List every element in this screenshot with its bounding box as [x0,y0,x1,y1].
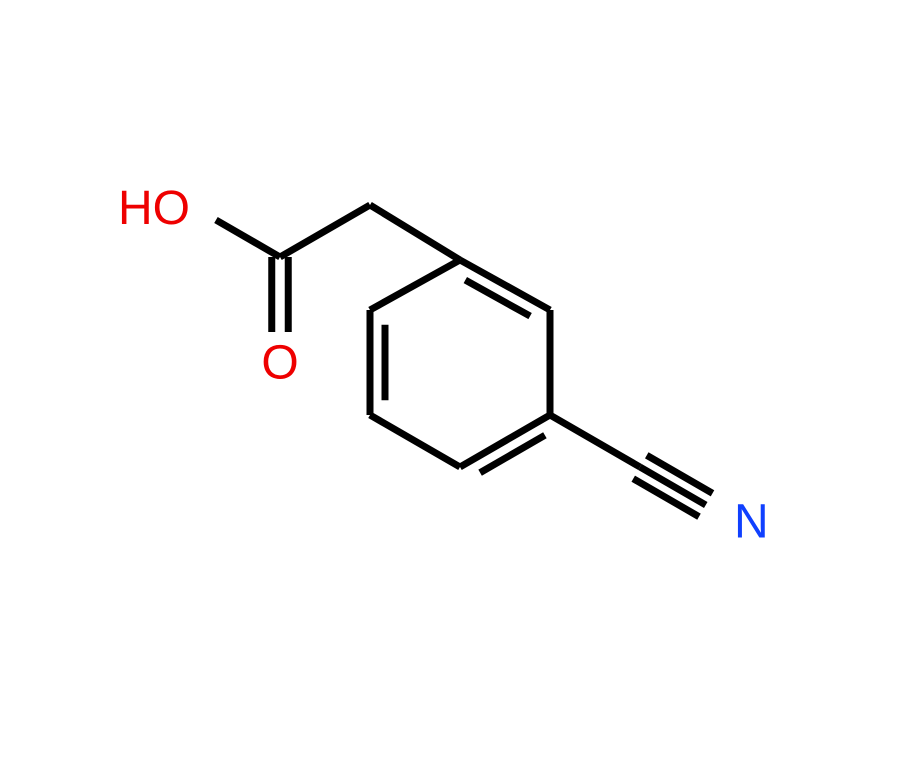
bond-line [216,220,280,257]
bond-line [370,260,460,310]
atom-label: O [261,337,298,390]
bond-line [550,415,640,467]
atom-label: N [734,496,769,549]
bond-line [280,205,370,257]
hydroxyl-label: HO [118,182,190,235]
bond-line [465,280,530,316]
bond-line [370,415,460,467]
bond-line [370,205,460,260]
molecule-diagram: N O HO [0,0,897,777]
bond-line [480,435,545,472]
